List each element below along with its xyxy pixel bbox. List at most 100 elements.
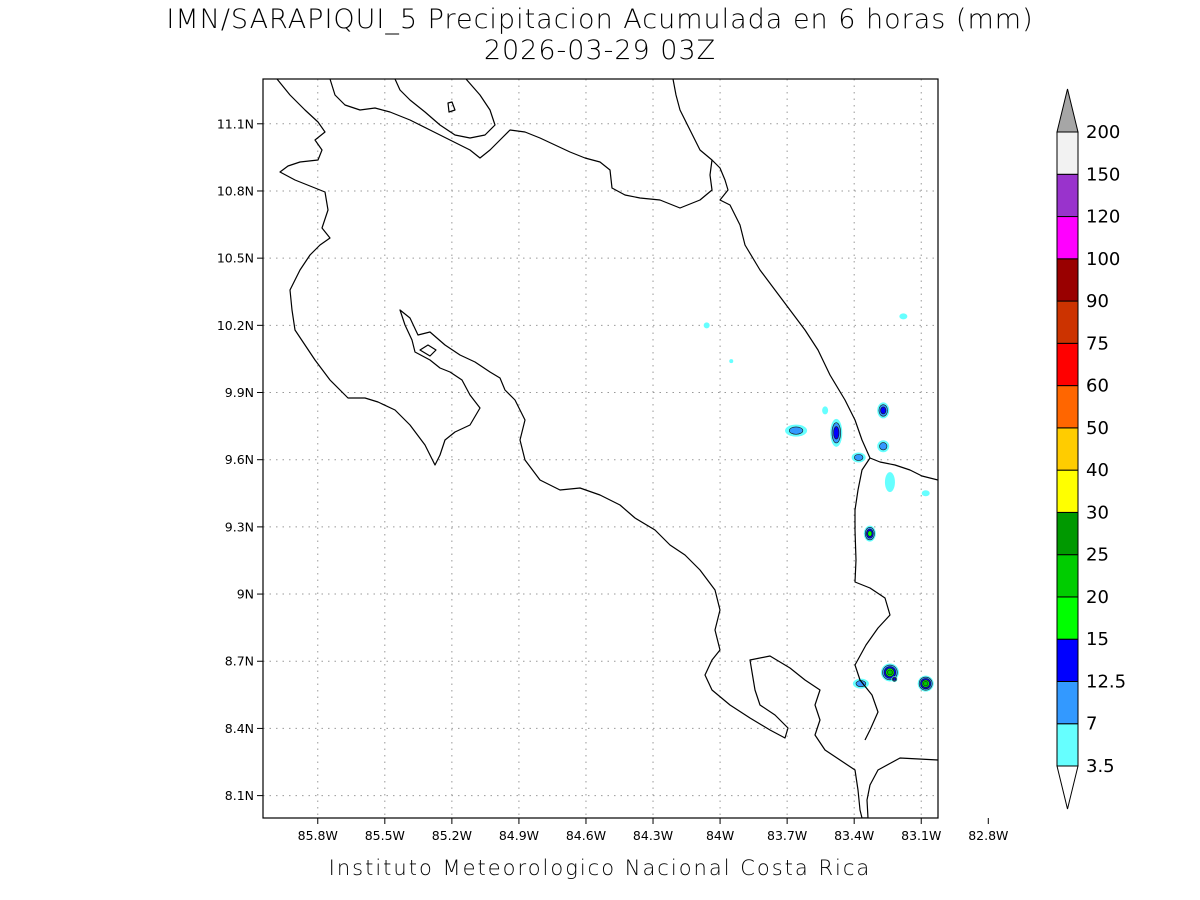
title-line-2: 2026-03-29 03Z bbox=[483, 35, 717, 66]
colorbar-top-arrow bbox=[1056, 88, 1079, 133]
precip-contour-3.5 bbox=[822, 406, 829, 415]
precip-cell-8 bbox=[863, 525, 876, 542]
precip-contour-25 bbox=[945, 645, 960, 659]
precip-contour-15 bbox=[867, 530, 873, 537]
colorbar-swatch-12.5 bbox=[1056, 638, 1079, 682]
colorbar-swatch-90 bbox=[1056, 258, 1079, 302]
colorbar-swatch-50 bbox=[1056, 385, 1079, 429]
precip-cell-13 bbox=[891, 676, 898, 683]
precip-contour-12.5 bbox=[941, 642, 964, 663]
lat-tick-label: 9.6N bbox=[225, 452, 254, 467]
precip-cell-24 bbox=[965, 584, 971, 590]
precip-cell-20 bbox=[989, 538, 997, 548]
colorbar-swatch-7 bbox=[1056, 680, 1079, 725]
lon-tick-label: 83.1W bbox=[901, 828, 941, 843]
precip-cell-15 bbox=[917, 675, 934, 692]
precip-cell-22 bbox=[1037, 558, 1051, 576]
axis-ticks: 85.8W 85.5W 85.2W 84.9W 84.6W 84.3W 84W 83.7W 83… bbox=[217, 116, 1009, 843]
colorbar-label: 25 bbox=[1086, 545, 1109, 566]
colorbar-bottom-arrow bbox=[1056, 765, 1079, 810]
colorbar-swatch-25 bbox=[1056, 511, 1079, 556]
precip-cell-4 bbox=[851, 452, 866, 463]
precip-contour-3.5 bbox=[1040, 589, 1058, 617]
precip-contour-12.5 bbox=[833, 426, 840, 440]
precip-contour-3.5 bbox=[961, 706, 975, 716]
caribbean-coastline bbox=[329, 79, 938, 481]
precip-contour-12.5 bbox=[965, 677, 975, 686]
plot-border bbox=[262, 78, 939, 819]
lon-tick-label: 82.8W bbox=[968, 828, 1008, 843]
precip-contour-7 bbox=[789, 426, 804, 435]
precip-contour-3.5 bbox=[962, 674, 978, 688]
colorbar-label: 50 bbox=[1086, 418, 1109, 439]
colorbar-label: 60 bbox=[1086, 376, 1109, 397]
precip-cell-9 bbox=[899, 313, 908, 320]
precip-cell-18 bbox=[963, 619, 973, 631]
precip-contour-15 bbox=[1046, 598, 1052, 608]
precip-cell-3 bbox=[877, 440, 890, 453]
precip-contour-7 bbox=[854, 454, 864, 461]
precip-contour-12.5 bbox=[1044, 595, 1054, 611]
precip-contour-60 bbox=[950, 650, 954, 654]
colorbar-label: 150 bbox=[1086, 164, 1120, 185]
lon-tick-label: 83.7W bbox=[767, 828, 807, 843]
colorbar-label: 7 bbox=[1086, 714, 1097, 735]
precip-contour-20 bbox=[968, 679, 973, 683]
coastlines bbox=[276, 79, 938, 818]
nicaragua-shoreline bbox=[394, 79, 496, 139]
colorbar-swatch-20 bbox=[1056, 554, 1079, 598]
precip-contour-15 bbox=[966, 623, 971, 629]
precip-cell-1 bbox=[830, 418, 843, 447]
lon-tick-label: 83.4W bbox=[834, 828, 874, 843]
precip-cell-23 bbox=[1040, 589, 1058, 617]
precip-contour-3.5 bbox=[989, 538, 997, 548]
precip-contour-3.5 bbox=[987, 508, 999, 524]
nicaragua-border bbox=[672, 79, 713, 161]
precip-contour-3.5 bbox=[1015, 530, 1025, 542]
precip-contour-3.5 bbox=[1037, 558, 1051, 576]
precip-contour-50 bbox=[949, 649, 956, 655]
precip-contour-7 bbox=[990, 539, 995, 545]
colorbar-label: 15 bbox=[1086, 629, 1109, 650]
lat-tick-label: 10.2N bbox=[217, 318, 254, 333]
precip-cell-2 bbox=[877, 402, 890, 419]
colorbar-label: 40 bbox=[1086, 460, 1109, 481]
lat-tick-label: 10.5N bbox=[217, 251, 254, 266]
lat-tick-label: 8.4N bbox=[225, 721, 254, 736]
colorbar-label: 12.5 bbox=[1086, 671, 1126, 692]
lat-tick-label: 9.9N bbox=[225, 385, 254, 400]
precip-cell-16 bbox=[939, 639, 967, 665]
precip-cell-11 bbox=[729, 359, 734, 364]
precip-contour-7 bbox=[989, 511, 996, 521]
lon-tick-label: 84.6W bbox=[566, 828, 606, 843]
lon-tick-label: 84W bbox=[706, 828, 734, 843]
colorbar-label: 100 bbox=[1086, 249, 1120, 270]
precip-contour-7 bbox=[964, 676, 977, 688]
colorbar-label: 75 bbox=[1086, 333, 1109, 354]
lon-tick-label: 84.3W bbox=[633, 828, 673, 843]
colorbar-swatch-15 bbox=[1056, 596, 1079, 640]
lat-tick-label: 8.7N bbox=[225, 654, 254, 669]
precip-contour-7 bbox=[1039, 561, 1049, 574]
precip-contour-30 bbox=[946, 647, 958, 658]
precip-cell-6 bbox=[884, 472, 895, 493]
precip-contour-12.5 bbox=[892, 677, 897, 681]
title-line-1: IMN/SARAPIQUI_5 Precipitacion Acumulada … bbox=[166, 4, 1034, 35]
precip-cell-17 bbox=[962, 674, 978, 688]
precip-contour-7 bbox=[879, 442, 888, 451]
lon-tick-label: 84.9W bbox=[499, 828, 539, 843]
colorbar-swatch-120 bbox=[1056, 173, 1079, 218]
precip-cell-10 bbox=[703, 322, 710, 329]
lat-tick-label: 9.3N bbox=[225, 519, 254, 534]
precip-contour-7 bbox=[1042, 592, 1056, 614]
precip-contour-7 bbox=[964, 620, 972, 630]
precip-cell-7 bbox=[921, 490, 930, 497]
lat-tick-label: 9N bbox=[237, 587, 254, 602]
colorbar-label: 20 bbox=[1086, 587, 1109, 608]
lon-tick-label: 85.2W bbox=[432, 828, 472, 843]
plot-area bbox=[263, 79, 938, 818]
precip-cell-25 bbox=[961, 706, 975, 716]
colorbar-swatch-100 bbox=[1056, 216, 1079, 260]
precip-contour-3.5 bbox=[939, 639, 967, 665]
lon-tick-label: 85.8W bbox=[298, 828, 338, 843]
